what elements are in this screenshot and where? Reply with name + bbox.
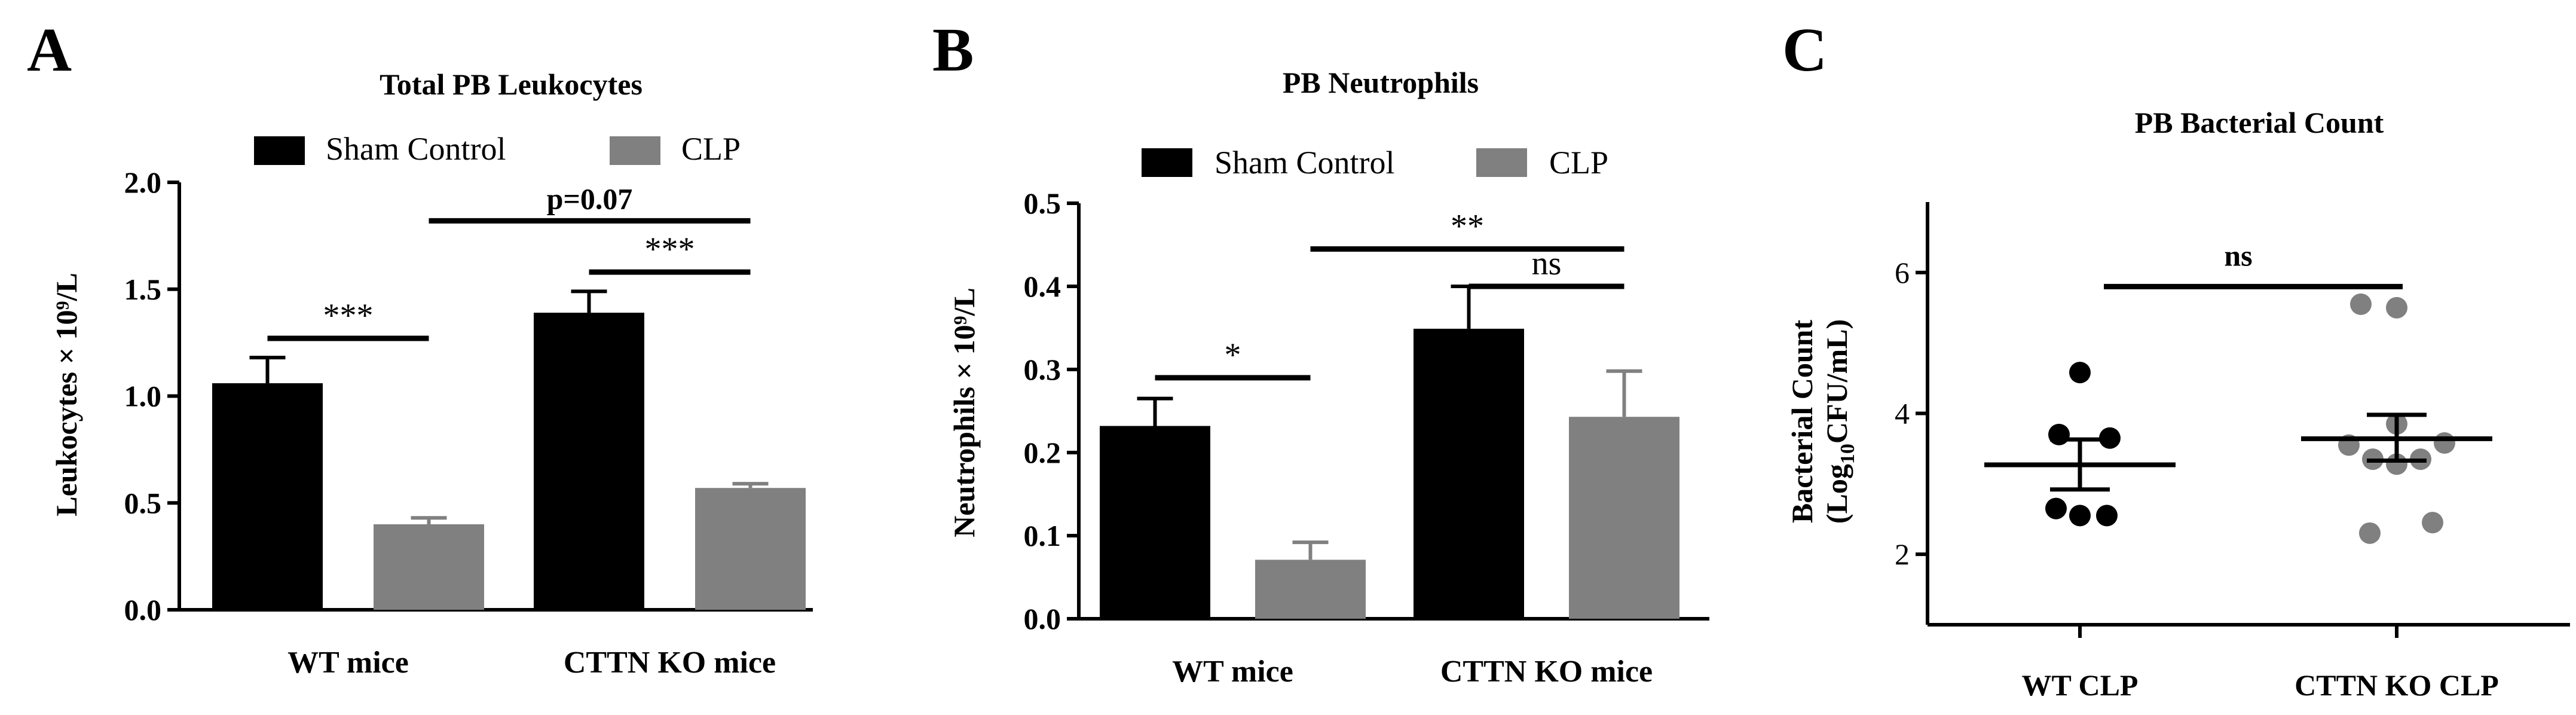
y-tick-label-2: 2 — [1895, 537, 1910, 571]
y-tick-label-0.3: 0.3 — [1024, 353, 1061, 386]
panel-c-y-axis-label-line2: (Log10CFU/mL) — [1820, 319, 1859, 524]
bar-sham-control-0 — [1100, 426, 1210, 619]
panel-c-y-axis-label-line1: Bacterial Count — [1785, 320, 1819, 524]
bar-sham-control-1 — [534, 313, 644, 610]
significance-label-2: ** — [1451, 207, 1484, 245]
x-category-label-1: CTTN KO mice — [1440, 655, 1653, 689]
data-point-1-9 — [2359, 522, 2381, 544]
panel-c-y-axis-label-pre: (Log — [1820, 464, 1853, 524]
panel-b-y-axis-label: Neutrophils × 10⁹/L — [947, 288, 981, 537]
y-tick-label-0.0: 0.0 — [1024, 602, 1061, 635]
x-category-label-0: WT mice — [287, 646, 409, 680]
panel-c: C PB Bacterial Count Bacterial Count (Lo… — [1782, 16, 2570, 702]
data-point-0-3 — [2045, 497, 2067, 520]
data-point-0-1 — [2048, 423, 2070, 445]
panel-c-y-axis-label-sub: 10 — [1837, 444, 1859, 464]
data-point-0-5 — [2069, 505, 2091, 527]
panel-b-legend-swatch-clp — [1476, 148, 1527, 177]
panel-a-legend-swatch-sham — [254, 136, 305, 165]
panel-a-legend-label-sham: Sham Control — [326, 131, 506, 167]
bar-sham-control-1 — [1414, 328, 1524, 619]
panel-b: B PB Neutrophils Sham Control CLP Neutro… — [932, 16, 1709, 689]
panel-b-legend-label-clp: CLP — [1549, 145, 1608, 181]
significance-label-0: * — [1225, 337, 1241, 374]
y-tick-label-0.4: 0.4 — [1024, 270, 1061, 303]
panel-b-legend-label-sham: Sham Control — [1214, 145, 1395, 181]
bar-clp-1 — [1569, 417, 1679, 619]
panel-b-letter: B — [932, 16, 974, 84]
bar-sham-control-0 — [212, 383, 323, 610]
panel-a-legend-swatch-clp — [610, 136, 660, 165]
y-tick-label-0.1: 0.1 — [1024, 519, 1061, 552]
bar-clp-1 — [695, 488, 806, 610]
panel-b-legend-swatch-sham — [1142, 148, 1192, 177]
panel-a: A Total PB Leukocytes Sham Control CLP L… — [27, 16, 813, 680]
x-category-label-1: CTTN KO CLP — [2294, 668, 2499, 702]
bar-clp-0 — [374, 524, 484, 610]
y-tick-label-1.0: 1.0 — [124, 380, 162, 413]
panel-c-title: PB Bacterial Count — [2135, 106, 2384, 139]
data-point-1-8 — [2422, 512, 2443, 534]
panel-a-title: Total PB Leukocytes — [380, 68, 643, 101]
panel-c-letter: C — [1782, 16, 1827, 84]
panel-a-letter: A — [27, 16, 72, 84]
data-point-0-4 — [2096, 505, 2118, 527]
y-tick-label-0.0: 0.0 — [124, 593, 162, 627]
significance-label-2: p=0.07 — [547, 182, 633, 215]
y-tick-label-0.2: 0.2 — [1024, 436, 1061, 469]
y-tick-label-2.0: 2.0 — [124, 166, 162, 199]
panel-c-plot: 2 4 6 WT CLP CTTN KO CLP ns — [1895, 202, 2570, 702]
y-tick-label-6: 6 — [1895, 256, 1910, 289]
y-tick-label-0.5: 0.5 — [1024, 187, 1061, 220]
data-point-1-0 — [2350, 293, 2372, 315]
significance-label-0: *** — [323, 297, 374, 334]
panel-a-plot: 0.0 0.5 1.0 1.5 2.0 WT mice CTTN KO mice *** ***… — [124, 166, 813, 680]
panel-a-y-axis-label: Leukocytes × 10⁹/L — [50, 273, 83, 516]
data-point-0-0 — [2069, 362, 2091, 384]
x-category-label-1: CTTN KO mice — [564, 646, 776, 680]
y-tick-label-0.5: 0.5 — [124, 486, 162, 520]
data-point-1-3 — [2434, 432, 2455, 454]
panel-a-legend-label-clp: CLP — [681, 131, 741, 167]
panel-b-title: PB Neutrophils — [1283, 66, 1479, 99]
data-point-1-1 — [2386, 297, 2407, 319]
bar-clp-0 — [1255, 560, 1366, 619]
significance-label-0: ns — [2224, 239, 2252, 272]
y-tick-label-4: 4 — [1895, 397, 1910, 430]
x-category-label-0: WT CLP — [2022, 668, 2138, 702]
y-tick-label-1.5: 1.5 — [124, 273, 162, 306]
significance-label-1: *** — [645, 231, 695, 268]
panel-c-y-axis-label-post: CFU/mL) — [1820, 319, 1853, 444]
panel-b-plot: 0.00.10.20.30.40.5WT mice CTTN KO mice*ns… — [1024, 187, 1709, 689]
x-category-label-0: WT mice — [1172, 655, 1293, 689]
